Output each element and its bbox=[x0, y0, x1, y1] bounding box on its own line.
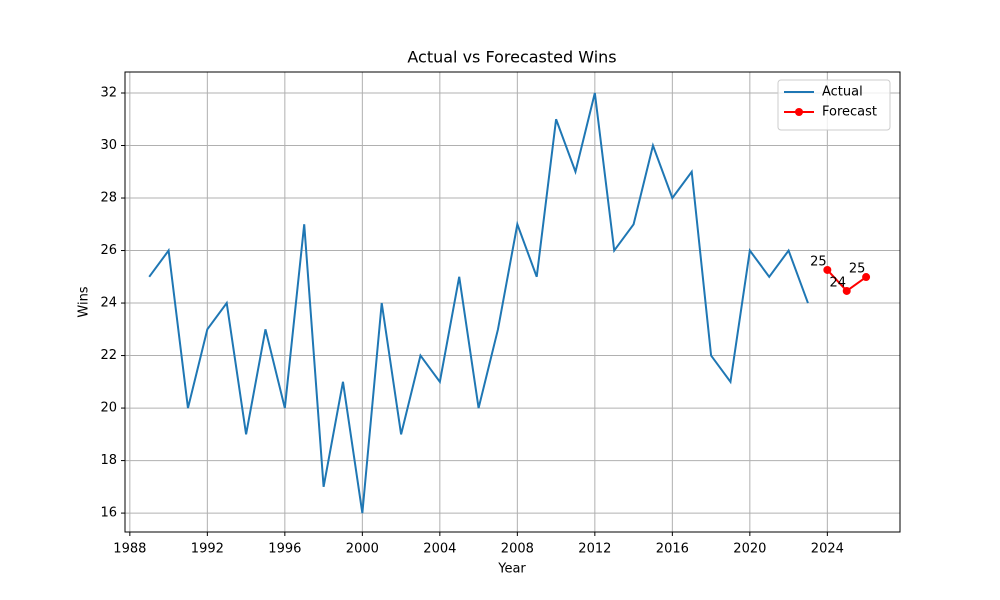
axes-frame bbox=[124, 71, 901, 533]
x-tick-label: 2024 bbox=[811, 542, 844, 557]
point-marker bbox=[823, 265, 832, 274]
y-tick-label: 30 bbox=[100, 138, 117, 153]
y-tick-label: 18 bbox=[100, 453, 117, 468]
x-tick-label: 1988 bbox=[113, 542, 146, 557]
x-tick-label: 2016 bbox=[656, 542, 689, 557]
legend: Actual Forecast bbox=[777, 79, 891, 131]
x-tick-label: 2004 bbox=[423, 542, 456, 557]
y-tick-label: 24 bbox=[100, 296, 117, 311]
y-tick-label: 32 bbox=[100, 86, 117, 101]
y-tick-label: 22 bbox=[100, 348, 117, 363]
legend-label: Forecast bbox=[822, 105, 877, 120]
point-marker bbox=[842, 286, 851, 295]
x-tick-label: 2020 bbox=[733, 542, 766, 557]
x-tick-label: 1996 bbox=[268, 542, 301, 557]
data-label: 25 bbox=[849, 262, 866, 277]
y-tick-label: 28 bbox=[100, 191, 117, 206]
legend-marker bbox=[795, 108, 803, 116]
y-tick-label: 20 bbox=[100, 401, 117, 416]
x-tick-label: 2000 bbox=[346, 542, 379, 557]
data-label: 24 bbox=[829, 275, 846, 290]
x-tick-label: 1992 bbox=[191, 542, 224, 557]
point-marker bbox=[862, 273, 871, 282]
series-line bbox=[148, 92, 809, 514]
x-tick-label: 2012 bbox=[578, 542, 611, 557]
x-axis-label: Year bbox=[497, 562, 526, 577]
y-tick-label: 26 bbox=[100, 243, 117, 258]
data-label: 25 bbox=[810, 254, 827, 269]
x-tick-label: 2008 bbox=[501, 542, 534, 557]
y-tick-label: 16 bbox=[100, 506, 117, 521]
legend-label: Actual bbox=[822, 85, 863, 100]
chart-title: Actual vs Forecasted Wins bbox=[407, 48, 616, 67]
y-axis-label: Wins bbox=[77, 286, 92, 317]
